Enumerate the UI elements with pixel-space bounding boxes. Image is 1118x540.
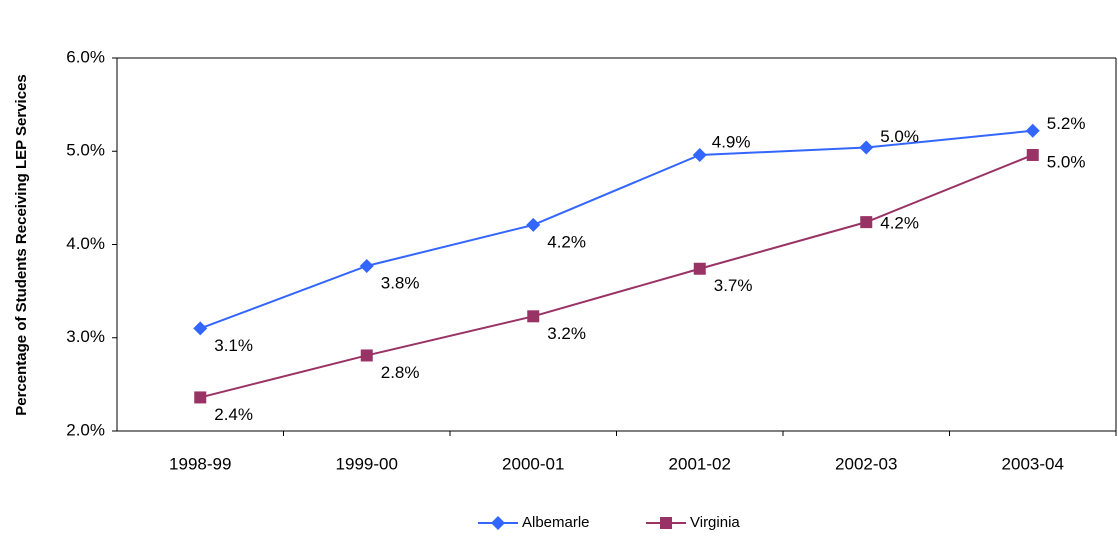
value-label: 3.2% <box>547 324 586 343</box>
series-line <box>199 129 1033 330</box>
x-tick-label: 2003-04 <box>1002 454 1064 473</box>
y-tick-label: 6.0% <box>66 47 105 66</box>
legend-label: Virginia <box>690 514 740 531</box>
value-label: 5.0% <box>880 127 919 146</box>
data-point <box>193 321 208 336</box>
series-line <box>200 154 1034 399</box>
data-point <box>526 217 541 232</box>
legend-marker <box>491 516 505 530</box>
value-label: 2.4% <box>214 405 253 424</box>
value-label: 4.9% <box>712 132 751 151</box>
value-label: 4.2% <box>880 214 919 233</box>
data-point <box>527 310 540 323</box>
data-point <box>859 140 874 155</box>
value-label: 3.1% <box>214 336 253 355</box>
data-point <box>860 216 873 229</box>
y-axis-title: Percentage of Students Receiving LEP Ser… <box>13 74 30 416</box>
legend-marker <box>660 517 672 529</box>
value-label: 5.2% <box>1047 114 1086 133</box>
y-tick-label: 3.0% <box>66 327 105 346</box>
x-tick-label: 2001-02 <box>669 454 731 473</box>
data-point <box>692 147 707 162</box>
value-label: 3.7% <box>714 276 753 295</box>
x-tick-label: 1999-00 <box>336 454 398 473</box>
x-tick-label: 1998-99 <box>169 454 231 473</box>
value-label: 4.2% <box>547 232 586 251</box>
value-label: 5.0% <box>1047 152 1086 171</box>
data-point <box>1026 148 1039 161</box>
data-point <box>1025 123 1040 138</box>
legend-label: Albemarle <box>522 514 590 531</box>
data-point <box>359 258 374 273</box>
data-point <box>360 349 373 362</box>
data-point <box>194 391 207 404</box>
data-point <box>693 262 706 275</box>
y-tick-label: 4.0% <box>66 234 105 253</box>
x-tick-label: 2000-01 <box>502 454 564 473</box>
y-tick-label: 2.0% <box>66 420 105 439</box>
value-label: 3.8% <box>381 273 420 292</box>
y-tick-label: 5.0% <box>66 141 105 160</box>
x-tick-label: 2002-03 <box>835 454 897 473</box>
value-label: 2.8% <box>381 363 420 382</box>
